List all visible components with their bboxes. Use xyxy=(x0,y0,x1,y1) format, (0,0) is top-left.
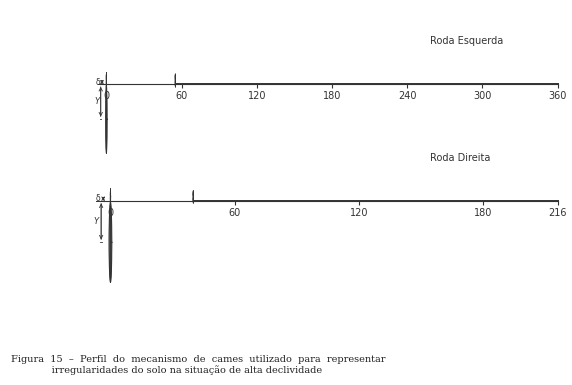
Text: Y: Y xyxy=(94,97,100,106)
Text: δ: δ xyxy=(96,78,100,87)
Text: Figura  15  –  Perfil  do  mecanismo  de  cames  utilizado  para  representar
  : Figura 15 – Perfil do mecanismo de cames… xyxy=(11,355,386,375)
Text: δ: δ xyxy=(96,194,100,203)
Text: Y: Y xyxy=(94,217,99,226)
Text: Roda Direita: Roda Direita xyxy=(430,153,490,163)
Text: Roda Esquerda: Roda Esquerda xyxy=(430,36,503,46)
